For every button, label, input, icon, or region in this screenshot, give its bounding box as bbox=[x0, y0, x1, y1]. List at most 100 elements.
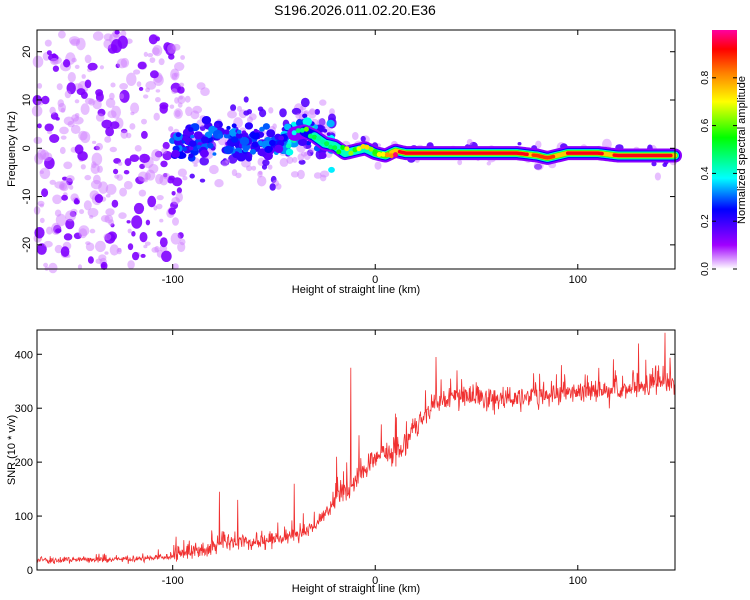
spectrogram-noise-blob bbox=[37, 123, 42, 129]
spectrogram-noise-blob bbox=[147, 195, 157, 208]
spectrogram-noise-blob bbox=[74, 64, 80, 69]
spectrogram-noise-blob bbox=[49, 106, 56, 115]
spectrogram-cluster-blob bbox=[235, 132, 243, 139]
spectrogram-noise-blob bbox=[46, 50, 52, 56]
colorbar: 0.0 0.2 0.4 0.6 0.8 Normalized spectral ampl… bbox=[700, 30, 748, 276]
spectrogram-noise-blob bbox=[39, 217, 45, 224]
spectrogram-noise-blob bbox=[105, 98, 116, 108]
spectrogram-noise-blob bbox=[43, 240, 53, 248]
ridge-spot bbox=[340, 145, 346, 150]
spectrogram-noise-blob bbox=[133, 69, 141, 75]
ridge-spot bbox=[324, 141, 330, 147]
ridge-spot bbox=[380, 151, 386, 157]
spectrogram-cluster-blob bbox=[257, 151, 262, 156]
spectrogram-noise-blob bbox=[63, 161, 73, 170]
spectrogram-cluster-blob bbox=[328, 166, 335, 173]
spectrogram-noise-blob bbox=[160, 160, 168, 168]
spectrogram-noise-blob bbox=[466, 138, 473, 146]
spectrogram-noise-blob bbox=[101, 119, 113, 129]
spectrogram-cluster-blob bbox=[189, 140, 197, 147]
spectrogram-noise-blob bbox=[58, 30, 66, 39]
ridge-core-segment bbox=[397, 149, 529, 157]
ridge-spot bbox=[336, 149, 342, 155]
spectrogram-cluster-blob bbox=[188, 146, 194, 151]
spectrogram-noise-blob bbox=[119, 93, 125, 100]
spectrogram-noise-blob bbox=[651, 161, 657, 167]
spectrogram-noise-blob bbox=[60, 135, 67, 140]
spectrogram-noise-blob bbox=[55, 228, 62, 233]
y-tick-label: 400 bbox=[15, 349, 33, 361]
spectrogram-noise-blob bbox=[59, 146, 66, 155]
spectrogram-noise-blob bbox=[49, 134, 60, 143]
spectrogram-noise-blob bbox=[124, 158, 132, 167]
spectrogram-noise-blob bbox=[87, 207, 99, 218]
spectrogram-noise-blob bbox=[279, 108, 287, 118]
spectrogram-cluster-blob bbox=[296, 119, 304, 127]
ridge-spot bbox=[320, 139, 326, 145]
spectrogram-cluster-blob bbox=[302, 117, 312, 126]
spectrogram-noise-blob bbox=[127, 260, 135, 270]
spectrogram-noise-blob bbox=[169, 104, 175, 109]
spectrogram-noise-blob bbox=[64, 90, 72, 99]
spectrogram-noise-blob bbox=[46, 226, 53, 235]
spectrogram-noise-blob bbox=[161, 250, 172, 262]
spectrogram-cluster-blob bbox=[290, 121, 297, 127]
ridge-core-segment bbox=[531, 153, 556, 160]
spectrogram-noise-blob bbox=[56, 83, 63, 91]
ridge-spot bbox=[303, 126, 309, 132]
spectrogram-noise-blob bbox=[159, 237, 168, 248]
ridge-spot bbox=[344, 146, 350, 152]
spectrogram-noise-blob bbox=[34, 227, 45, 239]
spectrogram-noise-blob bbox=[535, 140, 542, 149]
spectrogram-cluster-blob bbox=[266, 129, 276, 138]
spectrogram-noise-blob bbox=[99, 65, 104, 70]
spectrogram-noise-blob bbox=[136, 81, 142, 87]
spectrogram-noise-blob bbox=[314, 108, 320, 115]
spectrogram-noise-blob bbox=[71, 57, 77, 63]
spectrogram-cluster-blob bbox=[193, 131, 203, 140]
ridge-core-segment bbox=[565, 151, 604, 156]
spectrogram-noise-blob bbox=[145, 87, 151, 93]
spectrogram-noise-blob bbox=[147, 53, 154, 58]
spectrogram-noise-blob bbox=[47, 130, 53, 135]
spectrogram-noise-blob bbox=[117, 35, 128, 49]
spectrogram-noise-blob bbox=[95, 142, 104, 151]
spectrogram-noise-blob bbox=[374, 161, 382, 170]
colorbar-tick-label: 0.6 bbox=[700, 118, 711, 132]
spectrogram-noise-blob bbox=[120, 130, 129, 139]
spectrogram-noise-blob bbox=[155, 89, 161, 93]
colorbar-ticks: 0.0 0.2 0.4 0.6 0.8 bbox=[700, 70, 737, 276]
spectrogram-cluster-blob bbox=[262, 123, 270, 130]
spectrogram-noise-blob bbox=[162, 172, 171, 180]
spectrogram-noise-blob bbox=[91, 152, 103, 166]
spectrogram-noise-blob bbox=[95, 113, 105, 122]
spectrogram-frame bbox=[36, 29, 676, 270]
spectrogram-noise-blob bbox=[32, 55, 44, 68]
spectrogram-noise-blob bbox=[69, 36, 80, 45]
spectrogram-noise-blob bbox=[77, 264, 83, 270]
spectrogram-noise-blob bbox=[190, 110, 200, 120]
spectrogram-cluster-blob bbox=[326, 132, 331, 136]
spectrogram-noise-blob bbox=[65, 175, 75, 182]
spectrogram-noise-blob bbox=[117, 161, 123, 166]
spectrogram-cluster-blob bbox=[236, 152, 246, 162]
spectrogram-noise-blob bbox=[141, 118, 147, 125]
spectrogram-noise-blob bbox=[320, 174, 327, 182]
spectrogram-noise-blob bbox=[200, 87, 210, 96]
spectrogram-cluster-blob bbox=[231, 136, 239, 143]
spectrogram-noise-blob bbox=[159, 218, 164, 223]
spectrogram-noise-blob bbox=[131, 231, 136, 237]
spectrogram-x-ticks: -100 0 100 bbox=[162, 30, 587, 286]
spectrogram-noise-blob bbox=[126, 220, 131, 224]
spectrogram-noise-blob bbox=[123, 170, 130, 175]
spectrogram-noise-blob bbox=[151, 47, 160, 55]
spectrogram-noise-blob bbox=[103, 38, 113, 49]
spectrogram-noise-blob bbox=[119, 187, 127, 197]
spectrogram-noise-blob bbox=[79, 209, 85, 215]
ridge-spot bbox=[316, 136, 321, 142]
spectrogram-cluster-blob bbox=[264, 145, 273, 154]
spectrogram-noise-blob bbox=[243, 96, 249, 103]
spectrogram-noise-blob bbox=[156, 203, 163, 210]
spectrogram-noise-blob bbox=[177, 102, 183, 108]
spectrogram-noise-blob bbox=[61, 194, 68, 201]
